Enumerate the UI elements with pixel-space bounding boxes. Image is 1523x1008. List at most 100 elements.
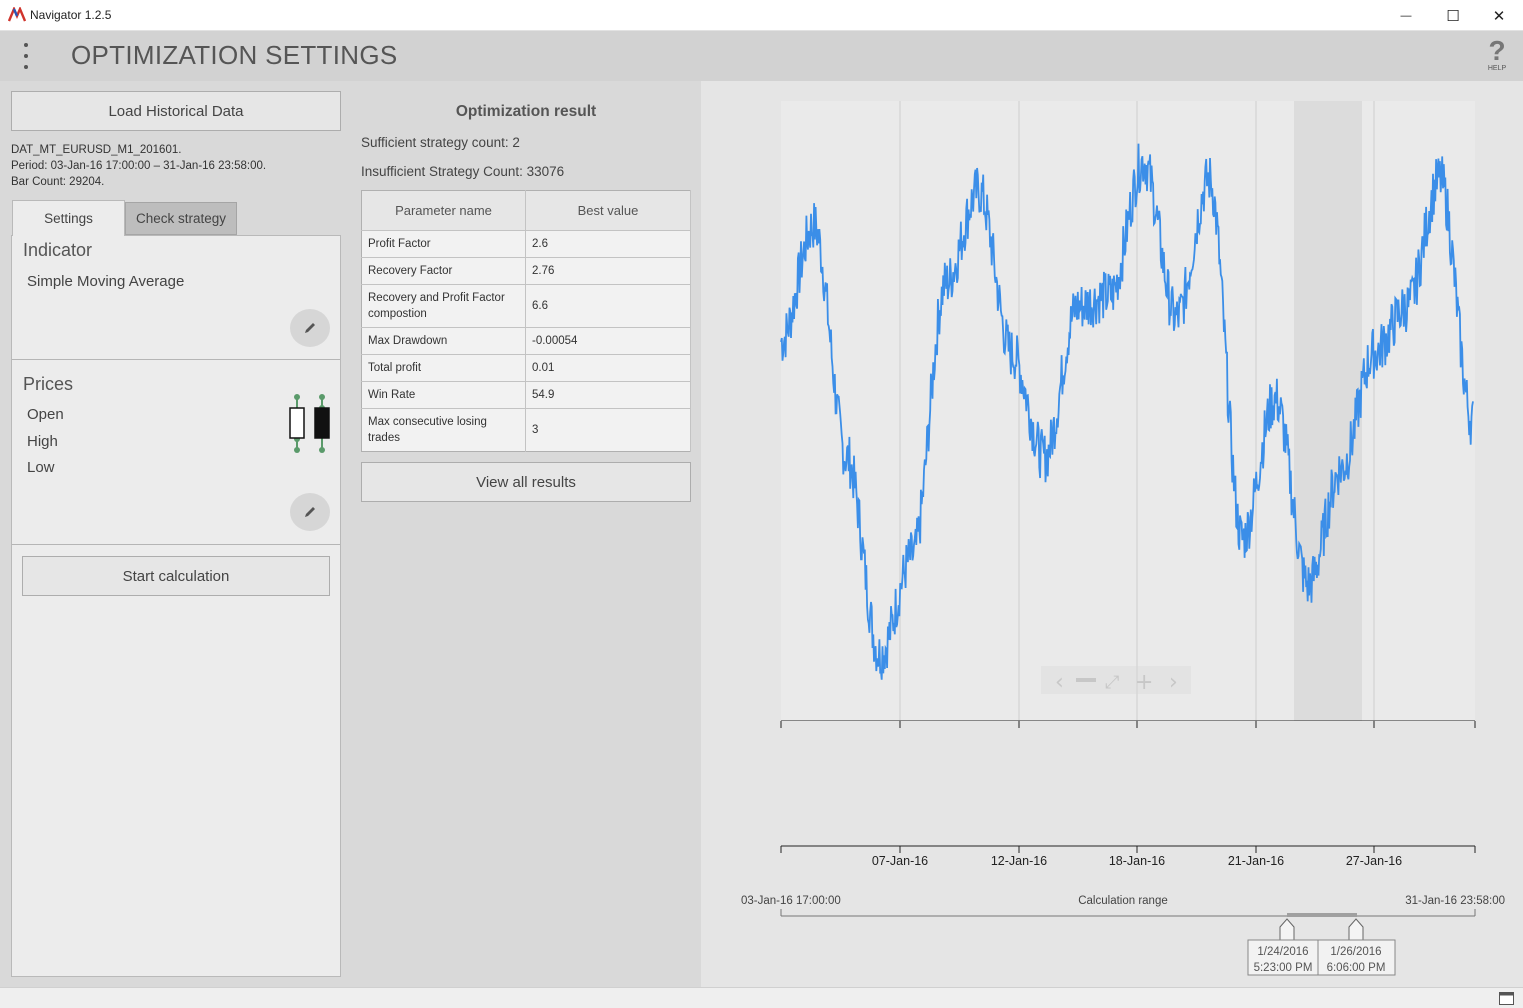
- param-value: 54.9: [525, 381, 691, 409]
- optimization-result-panel: Optimization result Sufficient strategy …: [351, 81, 701, 987]
- price-open: Open: [27, 406, 64, 423]
- indicator-value: Simple Moving Average: [27, 273, 185, 290]
- window-title: Navigator 1.2.5: [30, 8, 112, 22]
- result-table: Parameter name Best value Profit Factor 2…: [361, 190, 691, 452]
- section-divider: [12, 544, 340, 545]
- file-name: DAT_MT_EURUSD_M1_201601.: [11, 144, 182, 156]
- table-row[interactable]: Recovery Factor 2.76: [361, 257, 691, 285]
- edit-indicator-button[interactable]: [290, 309, 330, 347]
- x-tick-label: 21-Jan-16: [1228, 854, 1284, 868]
- window-titlebar: Navigator 1.2.5 — ☐ ✕: [0, 0, 1523, 31]
- tab-check-strategy[interactable]: Check strategy: [125, 202, 237, 235]
- close-icon: ✕: [1492, 7, 1506, 25]
- price-high: High: [27, 433, 58, 450]
- minimize-icon: —: [1400, 9, 1412, 22]
- table-row[interactable]: Recovery and Profit Factor compostion 6.6: [361, 284, 691, 328]
- param-value: 6.6: [525, 284, 691, 328]
- selection-end-tooltip: [1317, 939, 1396, 976]
- minimize-button[interactable]: —: [1383, 0, 1429, 31]
- price-series-line: [780, 143, 1474, 680]
- fit-icon[interactable]: ⤢: [1105, 672, 1120, 693]
- table-header-row: Parameter name Best value: [361, 190, 691, 231]
- param-name: Max consecutive losing trades: [361, 408, 526, 452]
- x-axis-ticks: 07-Jan-16 12-Jan-16 18-Jan-16 21-Jan-16 27-J…: [780, 721, 1476, 868]
- column-header[interactable]: Parameter name: [361, 190, 526, 231]
- price-chart[interactable]: ‹ ⤢ + › 07-Jan-16 12-Jan-16 18-Jan-16 21-Ja…: [701, 81, 1523, 987]
- candlestick-icon: [289, 394, 330, 453]
- settings-tab-content: Indicator Simple Moving Average Prices O…: [11, 235, 341, 977]
- file-info: DAT_MT_EURUSD_M1_201601. Period: 03-Jan-…: [11, 142, 266, 190]
- range-title: Calculation range: [1078, 895, 1168, 907]
- x-tick-label: 27-Jan-16: [1346, 854, 1402, 868]
- start-calculation-button[interactable]: Start calculation: [22, 556, 330, 596]
- table-row[interactable]: Max consecutive losing trades 3: [361, 408, 691, 452]
- help-icon: ?: [1488, 35, 1506, 66]
- x-tick-label: 12-Jan-16: [991, 854, 1047, 868]
- zoom-controls: ‹ ⤢ + ›: [1041, 666, 1191, 695]
- page-title: OPTIMIZATION SETTINGS: [71, 40, 398, 70]
- status-bar: [0, 987, 1523, 1008]
- sufficient-count: Sufficient strategy count: 2: [361, 135, 520, 150]
- column-header[interactable]: Best value: [525, 190, 691, 231]
- param-name: Max Drawdown: [361, 327, 526, 355]
- app-header: OPTIMIZATION SETTINGS ? HELP: [0, 31, 1523, 81]
- file-period: Period: 03-Jan-16 17:00:00 – 31-Jan-16 2…: [11, 160, 267, 172]
- edit-prices-button[interactable]: [290, 493, 330, 531]
- maximize-icon: ☐: [1446, 7, 1460, 25]
- plot-area: [781, 101, 1475, 721]
- table-row[interactable]: Total profit 0.01: [361, 354, 691, 382]
- range-start-label: 03-Jan-16 17:00:00: [741, 895, 841, 907]
- load-historical-data-button[interactable]: Load Historical Data: [11, 91, 341, 131]
- pan-left-icon[interactable]: ‹: [1055, 670, 1064, 695]
- param-name: Recovery Factor: [361, 257, 526, 285]
- table-row[interactable]: Profit Factor 2.6: [361, 230, 691, 258]
- range-end-label: 31-Jan-16 23:58:00: [1405, 895, 1505, 907]
- price-low: Low: [27, 459, 55, 476]
- selected-range-highlight: [1294, 101, 1362, 721]
- param-value: 0.01: [525, 354, 691, 382]
- chart-panel: ‹ ⤢ + › 07-Jan-16 12-Jan-16 18-Jan-16 21-Ja…: [701, 81, 1523, 987]
- close-button[interactable]: ✕: [1476, 0, 1522, 31]
- tab-settings[interactable]: Settings: [12, 200, 125, 236]
- param-value: 2.76: [525, 257, 691, 285]
- param-name: Total profit: [361, 354, 526, 382]
- view-all-results-button[interactable]: View all results: [361, 462, 691, 502]
- range-end-handle[interactable]: [1348, 918, 1364, 942]
- window-layout-icon[interactable]: [1499, 992, 1514, 1005]
- table-row[interactable]: Win Rate 54.9: [361, 381, 691, 409]
- x-tick-label: 07-Jan-16: [872, 854, 928, 868]
- param-name: Profit Factor: [361, 230, 526, 258]
- indicator-title: Indicator: [23, 240, 93, 260]
- navigator-area[interactable]: [781, 721, 1475, 846]
- param-name: Win Rate: [361, 381, 526, 409]
- param-name: Recovery and Profit Factor compostion: [361, 284, 526, 328]
- selection-start-date: 1/24/2016: [1257, 946, 1308, 958]
- help-label: HELP: [1487, 65, 1507, 72]
- selection-start-time: 5:23:00 PM: [1254, 962, 1313, 974]
- menu-dots-icon[interactable]: [18, 43, 34, 69]
- result-title: Optimization result: [455, 103, 597, 120]
- param-value: 2.6: [525, 230, 691, 258]
- selection-start-tooltip: [1247, 939, 1319, 976]
- app-logo-icon: [8, 7, 26, 22]
- param-value: 3: [525, 408, 691, 452]
- help-button[interactable]: ? HELP: [1484, 37, 1510, 77]
- range-slider-selection[interactable]: [1287, 913, 1357, 917]
- insufficient-count: Insufficient Strategy Count: 33076: [361, 164, 565, 179]
- selection-end-time: 6:06:00 PM: [1327, 962, 1386, 974]
- file-bar-count: Bar Count: 29204.: [11, 176, 105, 188]
- selection-end-date: 1/26/2016: [1330, 946, 1381, 958]
- range-start-handle[interactable]: [1279, 918, 1295, 942]
- table-row[interactable]: Max Drawdown -0.00054: [361, 327, 691, 355]
- maximize-button[interactable]: ☐: [1430, 0, 1476, 31]
- pencil-icon: [305, 323, 315, 333]
- left-panel: Load Historical Data DAT_MT_EURUSD_M1_20…: [0, 81, 351, 987]
- zoom-out-icon[interactable]: [1076, 678, 1096, 682]
- pan-right-icon[interactable]: ›: [1169, 670, 1178, 695]
- zoom-in-icon[interactable]: +: [1135, 670, 1153, 695]
- x-tick-label: 18-Jan-16: [1109, 854, 1165, 868]
- section-divider: [12, 359, 340, 360]
- prices-title: Prices: [23, 374, 74, 394]
- param-value: -0.00054: [525, 327, 691, 355]
- pencil-icon: [305, 507, 315, 517]
